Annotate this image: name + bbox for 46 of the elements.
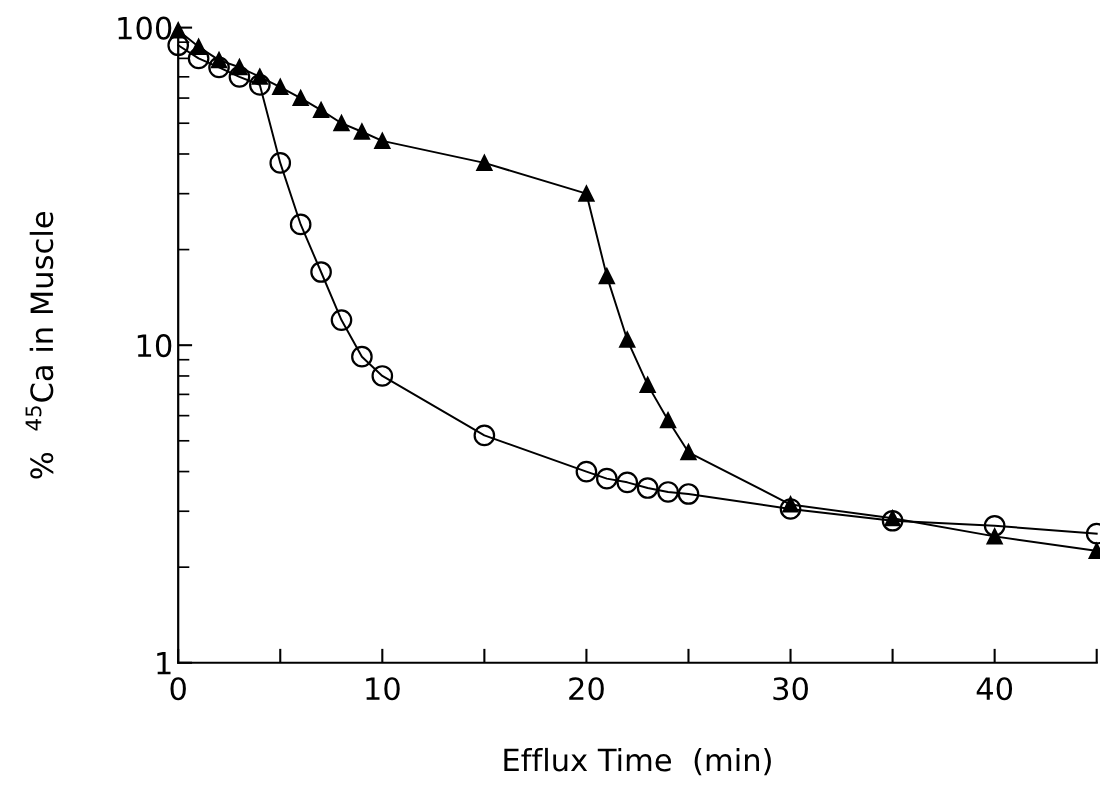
point [616,471,639,494]
point [371,365,394,387]
y-axis-title: % $^{45}$Ca in Muscle [25,211,54,479]
point [333,115,350,132]
x-tick-label: 20 [569,677,604,701]
point [639,376,656,393]
point [476,154,493,171]
point [313,102,330,119]
point [330,309,353,331]
point [881,509,904,532]
point [660,412,677,429]
point [269,152,292,174]
point [636,477,659,499]
point [208,56,230,79]
point [575,460,598,483]
x-axis-title: Efflux Time (min) [504,747,771,776]
point [374,132,391,149]
point [677,483,700,505]
point [272,78,289,96]
point [289,213,312,236]
point [351,345,373,368]
point [596,467,618,490]
point [680,444,697,461]
point [986,528,1003,545]
point [310,261,332,283]
y-tick-label: 10 [137,334,172,358]
point [231,59,248,76]
point [779,498,802,520]
x-tick-label: 10 [366,677,400,701]
point [190,38,207,55]
y-tick-label: 1 [157,652,171,675]
point [578,185,595,202]
point [187,47,210,70]
x-tick-label: 0 [170,677,186,701]
point [353,123,370,140]
point [473,424,496,447]
y-tick-label: 100 [118,16,172,40]
point [619,331,636,348]
point [228,65,251,88]
point [292,90,309,107]
point [249,74,271,96]
point [983,514,1006,537]
point [598,268,615,285]
x-tick-label: 30 [773,677,808,701]
point [657,481,679,503]
x-tick-label: 40 [976,677,1013,701]
